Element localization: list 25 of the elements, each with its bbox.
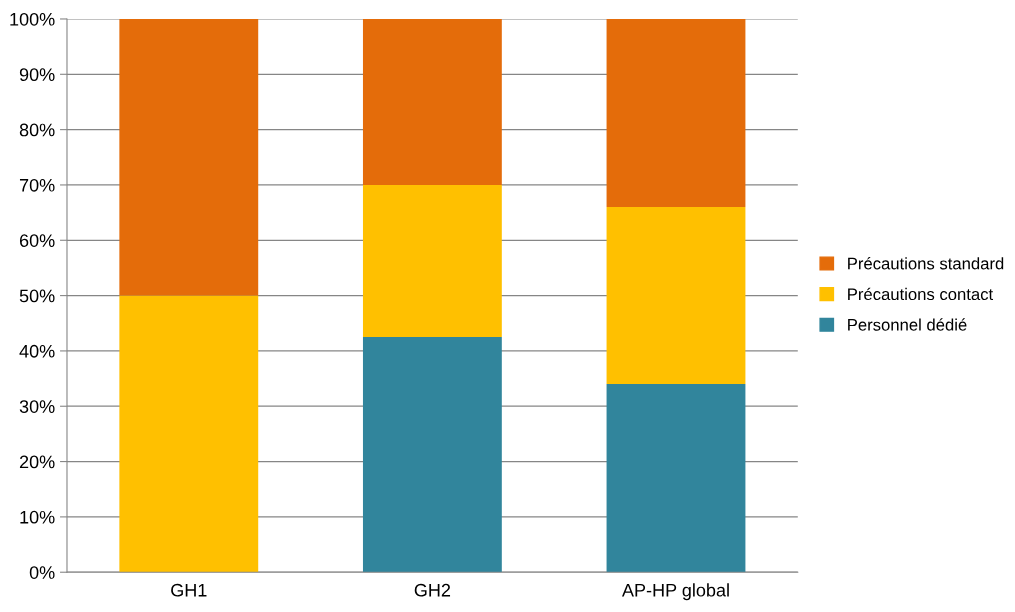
legend-label: Précautions standard: [848, 257, 1004, 270]
bar: [362, 18, 502, 185]
y-tick-label: 40%: [19, 344, 55, 358]
y-tick-label: 80%: [19, 123, 55, 137]
bar: [362, 184, 502, 338]
y-tick-label: 10%: [20, 510, 55, 524]
x-tick-label: GH2: [414, 583, 451, 597]
y-tick-label: 20%: [19, 455, 55, 469]
x-tick-label: AP-HP global: [621, 583, 729, 601]
y-tick-label: 100%: [10, 12, 55, 26]
bar: [119, 295, 259, 573]
y-tick-label: 50%: [19, 289, 55, 303]
x-tick-label: GH1: [171, 583, 207, 597]
y-tick-label: 70%: [19, 178, 55, 192]
bar: [362, 337, 502, 573]
bar: [606, 207, 746, 385]
y-tick-label: 30%: [19, 400, 55, 413]
legend-label: Précautions contact: [848, 287, 994, 301]
bar: [606, 18, 746, 208]
legend-label: Personnel dédié: [848, 318, 967, 331]
y-tick-label: 60%: [19, 234, 55, 247]
bar: [119, 18, 259, 296]
y-tick-label: 0%: [29, 566, 55, 579]
bar: [606, 384, 746, 573]
y-tick-label: 90%: [19, 68, 55, 82]
